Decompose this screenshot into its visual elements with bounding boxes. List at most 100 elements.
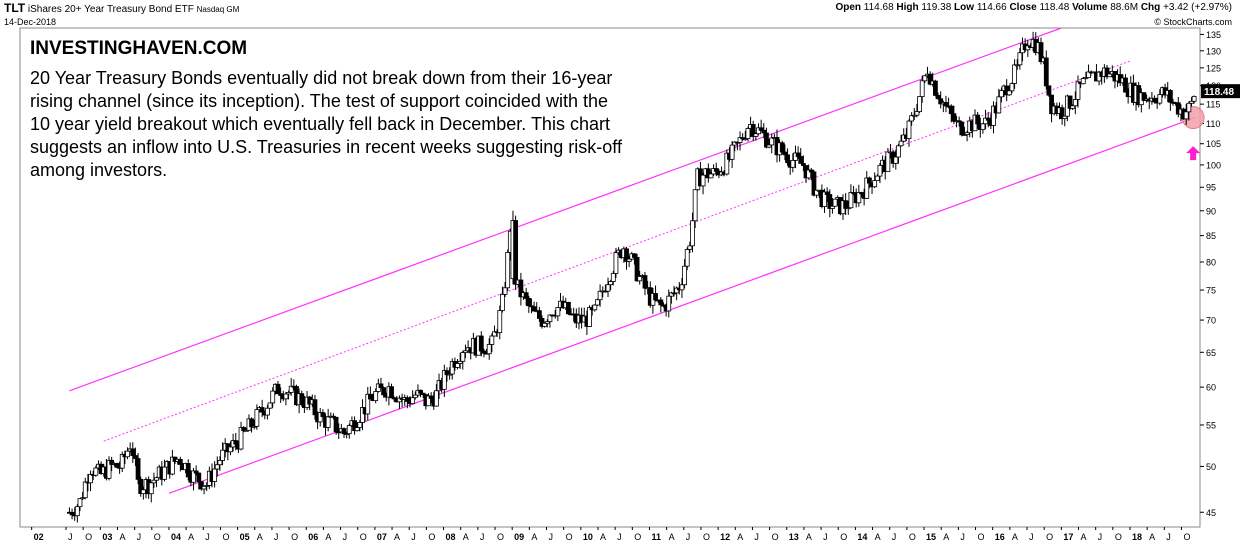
candle-up xyxy=(204,484,210,487)
candle-up xyxy=(106,459,112,479)
candle-up xyxy=(898,140,904,147)
x-tick-label: O xyxy=(772,532,779,542)
x-tick-label: A xyxy=(943,532,949,542)
candle-down xyxy=(653,293,658,301)
candle-down xyxy=(481,350,487,354)
last-price-label: 118.48 xyxy=(1204,87,1234,98)
x-tick-label: O xyxy=(85,532,92,542)
candle-up xyxy=(212,468,218,482)
candle-up xyxy=(412,394,418,399)
candle-up xyxy=(1183,111,1189,120)
candle-up xyxy=(238,427,244,450)
candle-up xyxy=(610,273,616,282)
candle-down xyxy=(800,163,806,166)
candle-down xyxy=(539,318,545,327)
y-tick-label: 110 xyxy=(1206,119,1220,129)
candle-up xyxy=(830,205,835,209)
exchange-label: Nasdaq GM xyxy=(196,5,240,14)
x-tick-label: A xyxy=(1149,532,1155,542)
candle-up xyxy=(344,433,350,436)
candle-up xyxy=(254,409,260,427)
x-tick-label: O xyxy=(360,532,367,542)
candle-up xyxy=(201,485,207,490)
x-tick-label: O xyxy=(840,532,847,542)
x-tick-label: O xyxy=(978,532,985,542)
x-tick-label: A xyxy=(119,532,125,542)
x-tick-label: 17 xyxy=(1063,532,1073,542)
y-tick-label: 85 xyxy=(1206,231,1216,241)
candle-up xyxy=(286,392,291,395)
candle-up xyxy=(217,460,223,466)
candle-up xyxy=(492,331,497,337)
candle-down xyxy=(69,512,75,516)
candle-down xyxy=(404,397,410,402)
candle-up xyxy=(595,299,600,306)
candle-down xyxy=(938,98,944,105)
candle-down xyxy=(523,292,529,299)
candle-up xyxy=(88,473,93,484)
x-tick-label: A xyxy=(325,532,331,542)
x-tick-label: 12 xyxy=(720,532,730,542)
candle-up xyxy=(125,450,130,458)
candle-down xyxy=(341,428,347,435)
candle-up xyxy=(674,287,680,294)
candle-up xyxy=(74,506,80,517)
candle-down xyxy=(378,383,384,389)
x-tick-label: 10 xyxy=(583,532,593,542)
candle-up xyxy=(191,470,196,483)
y-tick-label: 130 xyxy=(1206,46,1221,56)
candle-up xyxy=(1191,96,1197,102)
candle-up xyxy=(692,189,698,222)
change-label: Chg xyxy=(1140,2,1161,13)
candle-up xyxy=(848,192,854,209)
candle-down xyxy=(518,279,524,298)
y-tick-label: 45 xyxy=(1206,508,1216,518)
candle-up xyxy=(708,173,714,179)
x-tick-label: A xyxy=(531,532,537,542)
candle-down xyxy=(1043,57,1049,87)
x-tick-label: O xyxy=(1115,532,1122,542)
y-tick-label: 80 xyxy=(1206,257,1216,267)
candle-up xyxy=(1083,77,1089,80)
candle-up xyxy=(732,141,738,146)
candle-up xyxy=(637,276,643,282)
candle-up xyxy=(893,156,899,164)
candle-down xyxy=(241,427,247,431)
candle-down xyxy=(827,194,833,209)
candle-down xyxy=(135,458,141,480)
candle-down xyxy=(658,299,664,306)
chart-date: 14-Dec-2018 xyxy=(4,17,57,27)
candle-down xyxy=(196,472,202,483)
x-tick-label: A xyxy=(394,532,400,542)
candle-up xyxy=(267,402,273,409)
candle-up xyxy=(668,292,674,297)
candle-down xyxy=(130,448,136,456)
candle-down xyxy=(761,129,767,134)
candle-down xyxy=(259,407,265,413)
candle-down xyxy=(368,393,373,400)
y-tick-label: 95 xyxy=(1206,183,1216,193)
candle-up xyxy=(856,192,862,204)
candle-up xyxy=(753,133,759,137)
candle-down xyxy=(798,156,804,164)
candle-down xyxy=(566,301,571,315)
candle-down xyxy=(824,191,830,195)
candle-up xyxy=(724,152,730,175)
candle-up xyxy=(489,335,495,345)
candle-down xyxy=(275,383,281,395)
candle-down xyxy=(1167,90,1173,103)
candle-down xyxy=(381,387,387,396)
y-tick-label: 65 xyxy=(1206,348,1216,358)
candle-up xyxy=(682,265,687,286)
x-tick-label: J xyxy=(1098,532,1103,542)
candle-down xyxy=(199,481,204,490)
candle-up xyxy=(77,498,83,508)
candle-down xyxy=(428,395,434,399)
candle-up xyxy=(243,429,249,432)
candle-up xyxy=(999,90,1004,98)
candle-up xyxy=(737,137,743,143)
low-value: 114.66 xyxy=(976,2,1007,13)
x-tick-label: J xyxy=(343,532,348,542)
candle-down xyxy=(177,458,183,465)
candle-up xyxy=(373,391,379,402)
